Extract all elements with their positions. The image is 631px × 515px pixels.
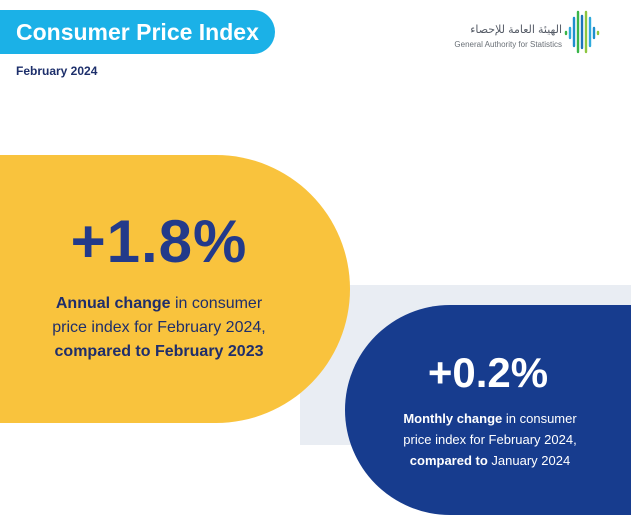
report-date: February 2024 (16, 64, 98, 78)
monthly-line3-bold: compared to (409, 453, 488, 468)
monthly-line2: price index for February 2024, (403, 432, 577, 447)
annual-line3: compared to February 2023 (54, 343, 264, 360)
monthly-line3-rest: January 2024 (487, 453, 571, 468)
gastat-logo-icon (564, 10, 600, 54)
monthly-change-card: +0.2% Monthly change in consumer price i… (345, 305, 631, 515)
monthly-bold-lead: Monthly change (403, 411, 503, 426)
logo-arabic-text: الهيئة العامة للإحصاء (470, 24, 562, 36)
annual-line1-rest: in consumer (170, 295, 263, 312)
annual-change-value: +1.8% (70, 208, 248, 275)
annual-line2: price index for February 2024, (52, 319, 266, 336)
annual-change-card: +1.8% Annual change in consumer price in… (0, 155, 350, 423)
annual-change-description: Annual change in consumer price index fo… (0, 292, 318, 364)
monthly-change-value: +0.2% (427, 349, 549, 396)
monthly-change-description: Monthly change in consumer price index f… (345, 408, 631, 471)
page-title: Consumer Price Index (0, 10, 275, 54)
annual-bold-lead: Annual change (55, 295, 171, 312)
monthly-line1-rest: in consumer (502, 411, 577, 426)
gastat-logo: الهيئة العامة للإحصاء General Authority … (440, 6, 620, 58)
logo-english-text: General Authority for Statistics (454, 40, 562, 49)
